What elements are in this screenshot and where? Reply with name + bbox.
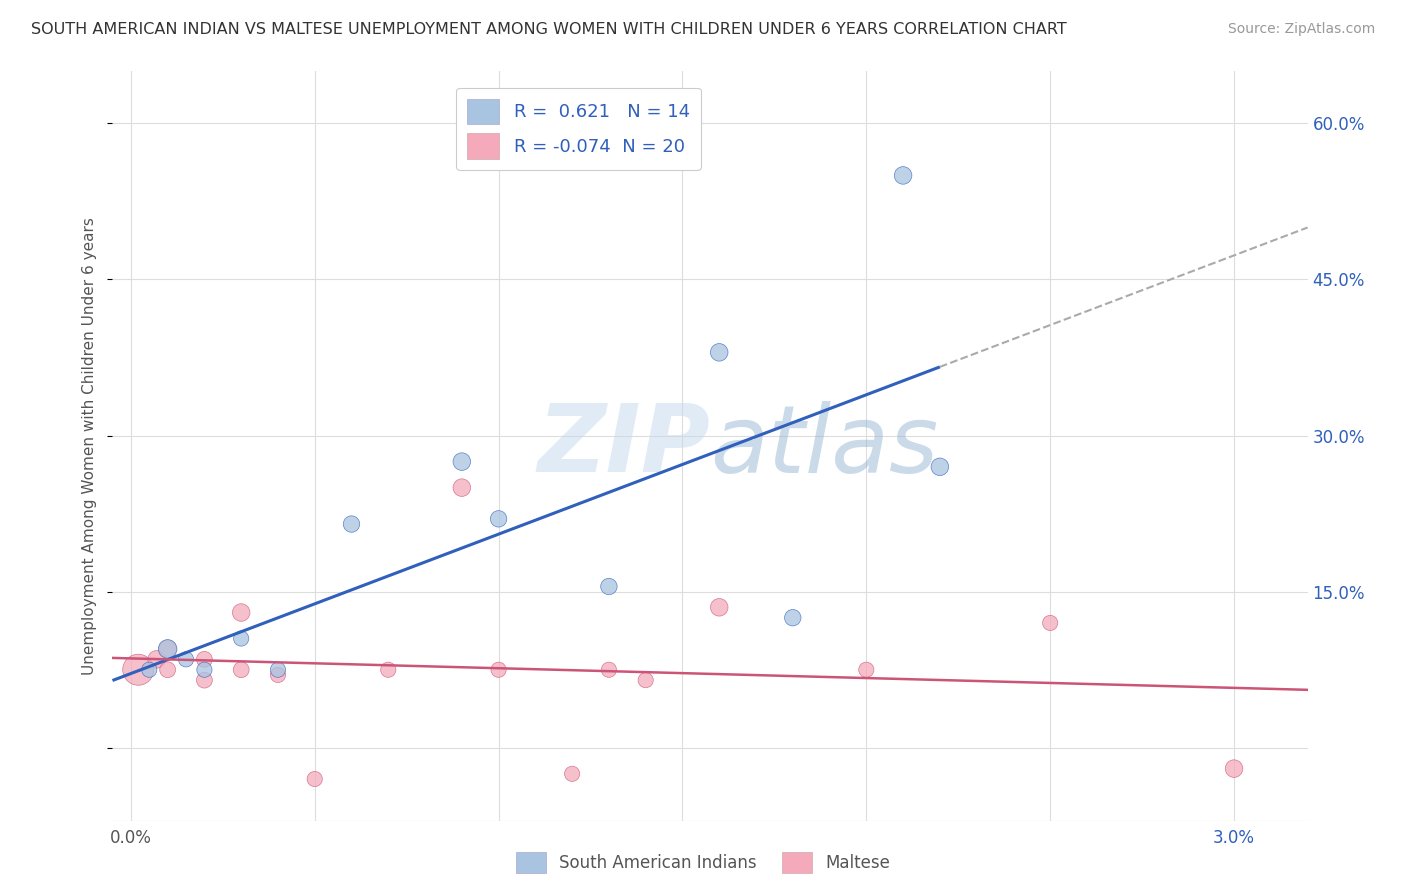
Point bbox=[304, 772, 326, 786]
Point bbox=[561, 767, 583, 781]
Point bbox=[231, 632, 253, 646]
Point bbox=[891, 169, 914, 183]
Text: atlas: atlas bbox=[710, 401, 938, 491]
Point bbox=[634, 673, 657, 688]
Point bbox=[267, 663, 290, 677]
Point bbox=[1223, 762, 1246, 776]
Point bbox=[127, 663, 149, 677]
Point bbox=[450, 481, 472, 495]
Point bbox=[145, 652, 167, 666]
Point bbox=[138, 663, 160, 677]
Point bbox=[231, 663, 253, 677]
Text: ZIP: ZIP bbox=[537, 400, 710, 492]
Point bbox=[267, 668, 290, 682]
Point bbox=[193, 673, 215, 688]
Point bbox=[450, 455, 472, 469]
Point bbox=[928, 459, 950, 474]
Point bbox=[1039, 615, 1062, 630]
Point bbox=[709, 600, 731, 615]
Point bbox=[193, 663, 215, 677]
Point bbox=[156, 642, 179, 657]
Point bbox=[156, 663, 179, 677]
Y-axis label: Unemployment Among Women with Children Under 6 years: Unemployment Among Women with Children U… bbox=[82, 217, 97, 675]
Legend: R =  0.621   N = 14, R = -0.074  N = 20: R = 0.621 N = 14, R = -0.074 N = 20 bbox=[456, 88, 700, 169]
Point bbox=[174, 652, 197, 666]
Point bbox=[377, 663, 399, 677]
Text: SOUTH AMERICAN INDIAN VS MALTESE UNEMPLOYMENT AMONG WOMEN WITH CHILDREN UNDER 6 : SOUTH AMERICAN INDIAN VS MALTESE UNEMPLO… bbox=[31, 22, 1067, 37]
Point bbox=[156, 642, 179, 657]
Text: 0.0%: 0.0% bbox=[110, 829, 152, 847]
Point bbox=[488, 512, 510, 526]
Point bbox=[709, 345, 731, 359]
Point bbox=[193, 652, 215, 666]
Text: Source: ZipAtlas.com: Source: ZipAtlas.com bbox=[1227, 22, 1375, 37]
Text: 3.0%: 3.0% bbox=[1213, 829, 1256, 847]
Point bbox=[231, 606, 253, 620]
Legend: South American Indians, Maltese: South American Indians, Maltese bbox=[509, 846, 897, 880]
Point bbox=[855, 663, 877, 677]
Point bbox=[340, 517, 363, 532]
Point bbox=[598, 580, 620, 594]
Point bbox=[782, 611, 804, 625]
Point bbox=[598, 663, 620, 677]
Point bbox=[488, 663, 510, 677]
